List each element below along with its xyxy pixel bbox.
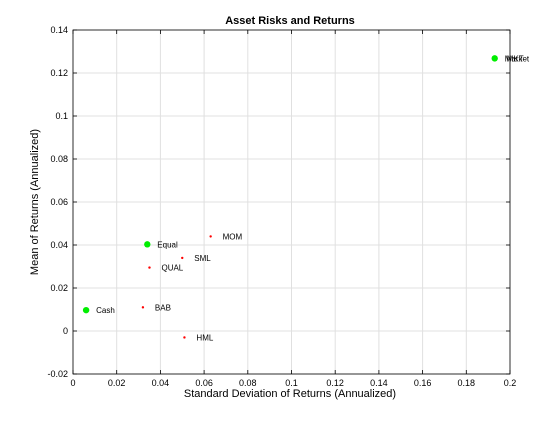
point-label-equal: Equal	[157, 240, 178, 249]
point-label-mkt: MKT	[507, 54, 524, 63]
plot-frame	[72, 29, 511, 375]
point-label-mom: MOM	[223, 232, 243, 241]
point-labels: MOM SML QUAL BAB HML MKT Equal Cash Market	[96, 54, 530, 342]
portfolio-point-market	[491, 55, 498, 62]
x-axis-label: Standard Deviation of Returns (Annualize…	[184, 388, 396, 400]
x-tick-label: 0	[70, 378, 75, 388]
x-tick-label: 0.08	[239, 378, 257, 388]
data-points	[82, 55, 498, 339]
y-axis-label: Mean of Returns (Annualized)	[29, 129, 41, 275]
point-label-bab: BAB	[155, 303, 171, 312]
x-tick-label: 0.2	[504, 378, 517, 388]
asset-point-sml	[181, 256, 184, 260]
x-tick-label: 0.18	[458, 378, 476, 388]
point-label-qual: QUAL	[161, 264, 183, 273]
asset-point-bab	[141, 306, 145, 309]
y-tick-label: 0.14	[50, 25, 68, 35]
point-label-cash: Cash	[96, 306, 115, 315]
axes	[72, 29, 511, 375]
x-tick-label: 0.12	[326, 378, 344, 388]
y-tick-label: 0.04	[50, 240, 68, 250]
point-label-sml: SML	[194, 254, 211, 263]
y-tick-label: 0.1	[55, 111, 68, 121]
x-tick-label: 0.06	[195, 378, 213, 388]
x-tick-label: 0.1	[285, 378, 298, 388]
x-tick-label: 0.16	[414, 378, 432, 388]
asset-point-qual	[148, 266, 151, 269]
x-tick-label: 0.02	[108, 378, 126, 388]
x-tick-label: 0.14	[370, 378, 388, 388]
tick-labels: 0 0.02 0.04 0.06 0.08 0.1 0.12 0.14 0.16 0.18 0.2 -…	[47, 25, 516, 388]
y-tick-label: 0.08	[50, 154, 68, 164]
x-tick-label: 0.04	[152, 378, 170, 388]
asset-point-hml	[183, 336, 186, 339]
portfolio-point-equal	[144, 241, 151, 248]
asset-point-mom	[209, 235, 212, 238]
y-tick-label: 0.12	[50, 68, 68, 78]
y-tick-label: 0.06	[50, 197, 68, 207]
chart-title: Asset Risks and Returns	[225, 15, 355, 27]
point-label-market: Market	[505, 54, 530, 63]
portfolio-point-cash	[82, 306, 90, 314]
point-label-hml: HML	[196, 333, 213, 342]
grid-lines	[72, 29, 511, 375]
y-tick-label: 0	[63, 326, 68, 336]
y-tick-label: 0.02	[50, 283, 68, 293]
y-tick-label: -0.02	[47, 369, 68, 379]
